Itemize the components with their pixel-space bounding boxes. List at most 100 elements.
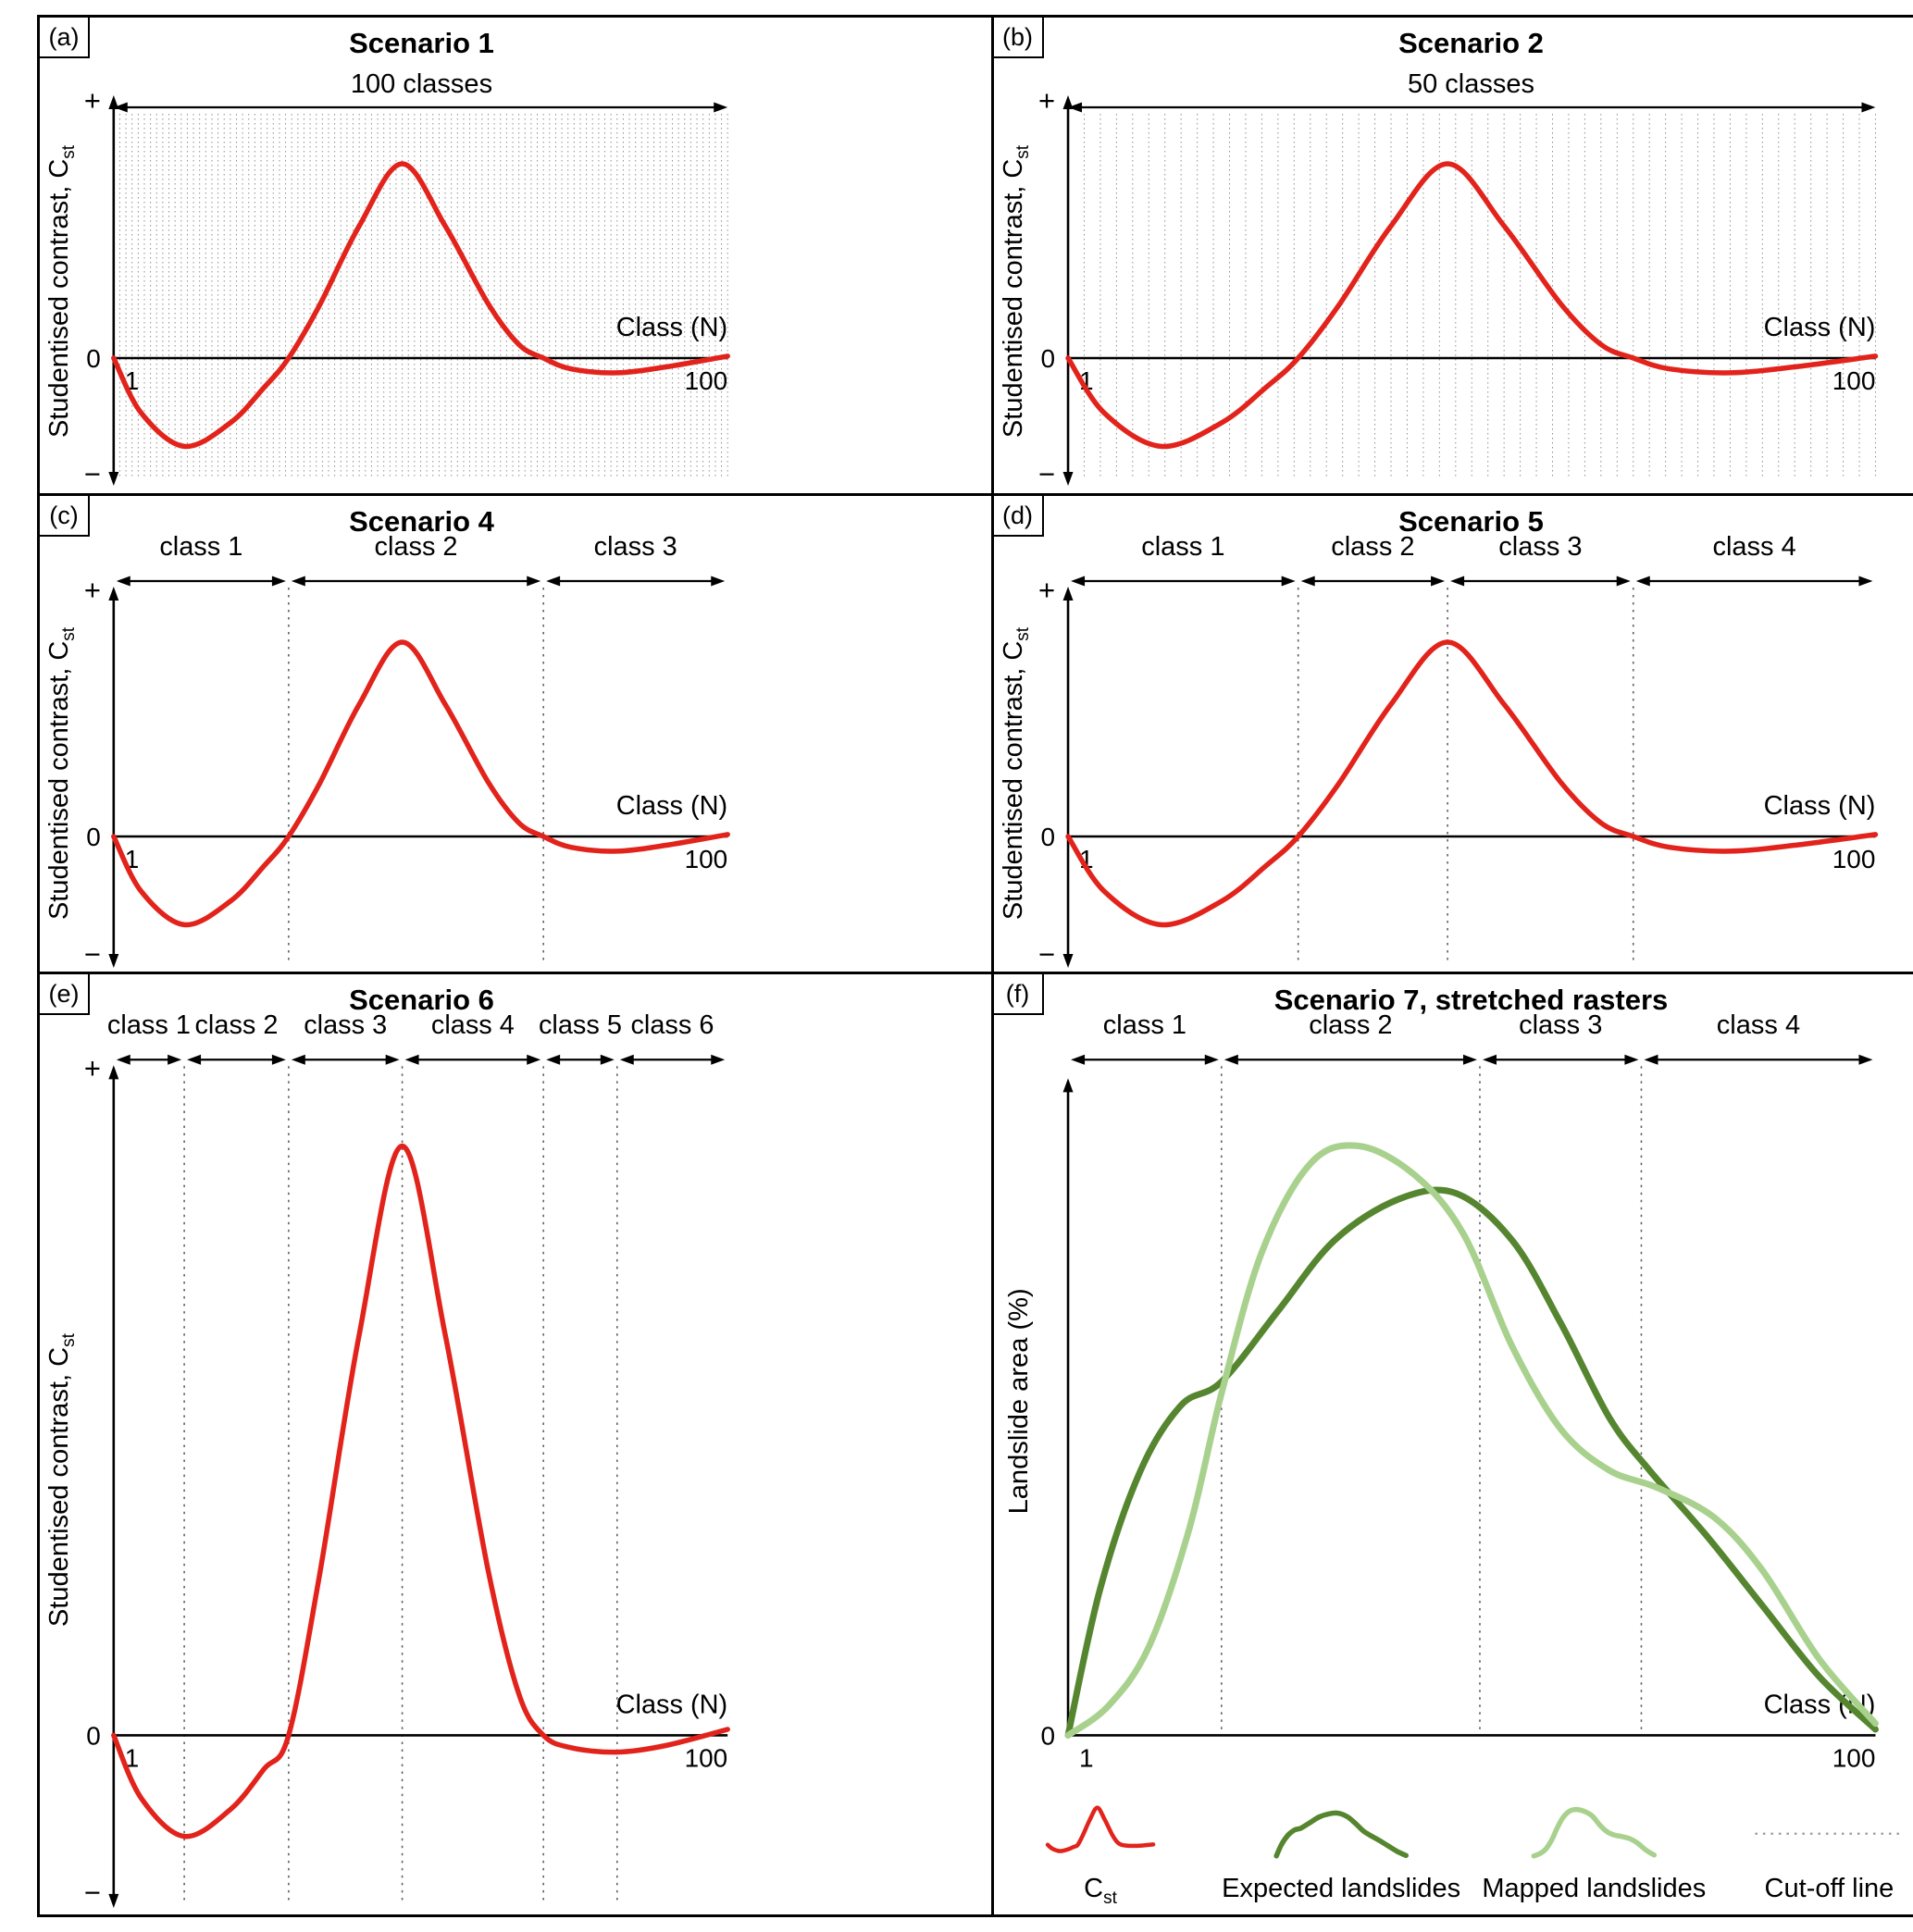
right-arrowhead [1204, 1055, 1218, 1065]
x-axis-label: Class (N) [616, 1690, 728, 1719]
plus-sign: + [84, 574, 101, 606]
up-arrowhead [1062, 1078, 1073, 1092]
y-axis-label: Studentised contrast, Cst [44, 626, 79, 920]
left-arrowhead [1450, 576, 1464, 587]
legend-label: Cst [1084, 1874, 1117, 1908]
y-axis-label: Studentised contrast, Cst [44, 144, 79, 438]
zero-tick-label: 0 [86, 823, 101, 851]
right-arrowhead [1858, 576, 1872, 587]
studentised-contrast-curve [114, 1146, 727, 1837]
x-last-class-label: 100 [685, 1743, 728, 1772]
zero-tick-label: 0 [1040, 344, 1055, 373]
panel-subtitle-b: 50 classes [1068, 69, 1875, 100]
down-arrowhead [1062, 954, 1073, 968]
down-arrowhead [1062, 472, 1073, 486]
minus-sign: − [1037, 458, 1054, 490]
panel-title-a: Scenario 1 [114, 27, 729, 60]
legend-cst-icon [1048, 1808, 1153, 1852]
plus-sign: + [84, 1052, 101, 1084]
mapped-landslides-curve [1068, 1146, 1875, 1736]
left-arrowhead [292, 1055, 305, 1065]
legend-label: Cut-off line [1764, 1874, 1894, 1903]
plus-sign: + [1037, 84, 1054, 117]
down-arrowhead [108, 1894, 118, 1908]
minus-sign: − [84, 1876, 101, 1909]
x-axis-label: Class (N) [1763, 313, 1875, 342]
left-arrowhead [620, 1055, 634, 1065]
left-arrowhead [117, 1055, 130, 1065]
right-arrowhead [714, 103, 727, 113]
x-last-class-label: 100 [1832, 366, 1875, 395]
right-arrowhead [386, 1055, 400, 1065]
left-arrowhead [1224, 1055, 1237, 1065]
panel-title-e: Scenario 6 [114, 984, 729, 1017]
down-arrowhead [108, 472, 118, 486]
x-axis-label: Class (N) [616, 313, 727, 342]
left-arrowhead [117, 576, 130, 587]
zero-tick-label: 0 [86, 1721, 101, 1750]
left-arrowhead [1071, 1055, 1085, 1065]
studentised-contrast-curve [114, 642, 727, 925]
left-arrowhead [1300, 576, 1314, 587]
studentised-contrast-curve [1068, 642, 1875, 925]
panel-letter-a: (a) [40, 18, 90, 58]
minus-sign: − [84, 458, 101, 490]
zero-tick-label: 0 [86, 344, 101, 373]
legend-label: Mapped landslides [1482, 1874, 1706, 1903]
legend-mapped-landslides-icon [1534, 1810, 1654, 1856]
right-arrowhead [1431, 576, 1445, 587]
right-arrowhead [711, 1055, 725, 1065]
left-arrowhead [1644, 1055, 1658, 1065]
right-arrowhead [1616, 576, 1630, 587]
x-last-class-label: 100 [685, 845, 728, 873]
right-arrowhead [272, 576, 286, 587]
x-axis-label: Class (N) [1763, 791, 1875, 821]
left-arrowhead [405, 1055, 419, 1065]
x-first-class-label: 1 [1079, 1743, 1094, 1772]
studentised-contrast-curve [1068, 164, 1875, 447]
right-arrowhead [527, 576, 540, 587]
panel-title-b: Scenario 2 [1068, 27, 1875, 60]
panel-title-d: Scenario 5 [1068, 505, 1875, 539]
left-arrowhead [1071, 576, 1085, 587]
y-axis-label: Studentised contrast, Cst [999, 144, 1033, 438]
left-arrowhead [187, 1055, 201, 1065]
left-arrowhead [1635, 576, 1649, 587]
panel-title-c: Scenario 4 [114, 505, 729, 539]
right-arrowhead [527, 1055, 540, 1065]
left-arrowhead [546, 576, 560, 587]
left-arrowhead [546, 1055, 560, 1065]
zero-tick-label: 0 [1040, 823, 1055, 851]
panel-letter-c: (c) [40, 496, 90, 537]
panel-subtitle-a: 100 classes [114, 69, 729, 100]
x-last-class-label: 100 [1832, 1743, 1875, 1772]
panel-letter-f: (f) [994, 974, 1044, 1015]
expected-landslides-curve [1068, 1190, 1875, 1735]
minus-sign: − [84, 938, 101, 971]
x-last-class-label: 100 [1832, 845, 1875, 873]
panel-letter-e: (e) [40, 974, 90, 1015]
right-arrowhead [1858, 1055, 1872, 1065]
left-arrowhead [292, 576, 305, 587]
down-arrowhead [108, 954, 118, 968]
right-arrowhead [601, 1055, 615, 1065]
plus-sign: + [1037, 574, 1054, 606]
panel-f: (f) Scenario 7, stretched rasters class … [994, 974, 1913, 1914]
right-arrowhead [272, 1055, 286, 1065]
right-arrowhead [1861, 103, 1875, 113]
right-arrowhead [1462, 1055, 1476, 1065]
panel-title-f: Scenario 7, stretched rasters [1068, 984, 1875, 1017]
panel-letter-d: (d) [994, 496, 1044, 537]
y-axis-label: Landslide area (%) [1004, 1288, 1034, 1514]
up-arrowhead [108, 1065, 118, 1079]
y-axis-label: Studentised contrast, Cst [999, 626, 1033, 920]
up-arrowhead [108, 587, 118, 601]
minus-sign: − [1037, 938, 1054, 971]
